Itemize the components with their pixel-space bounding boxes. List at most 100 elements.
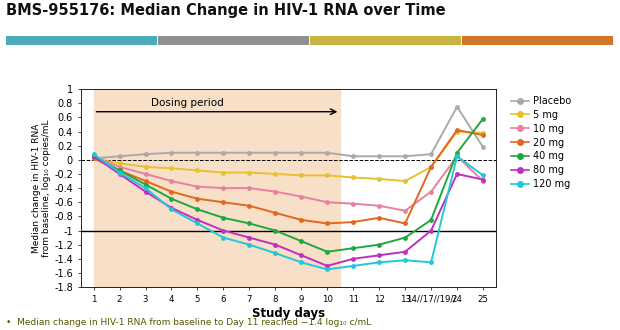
10 mg (116, 165, 123, 169)
Placebo (479, 145, 487, 149)
5 mg (219, 171, 227, 175)
5 mg (376, 177, 383, 181)
120 mg (116, 171, 123, 175)
120 mg (142, 186, 149, 190)
80 mg (142, 190, 149, 194)
120 mg (246, 243, 253, 247)
20 mg (116, 168, 123, 172)
Placebo (116, 154, 123, 158)
20 mg (193, 197, 201, 201)
80 mg (401, 250, 409, 254)
Placebo (90, 156, 97, 160)
10 mg (298, 195, 305, 199)
40 mg (453, 151, 461, 155)
20 mg (90, 156, 97, 160)
40 mg (90, 154, 97, 158)
80 mg (168, 206, 175, 210)
5 mg (116, 161, 123, 165)
20 mg (401, 221, 409, 225)
10 mg (142, 172, 149, 176)
5 mg (401, 179, 409, 183)
5 mg (193, 168, 201, 172)
5 mg (168, 166, 175, 170)
Bar (94, 89, 340, 287)
120 mg (427, 260, 435, 264)
80 mg (298, 253, 305, 257)
Placebo (298, 151, 305, 155)
20 mg (350, 220, 357, 224)
10 mg (324, 200, 331, 204)
80 mg (246, 236, 253, 240)
40 mg (298, 239, 305, 243)
Placebo (193, 151, 201, 155)
10 mg (376, 204, 383, 208)
120 mg (168, 207, 175, 211)
40 mg (193, 207, 201, 211)
X-axis label: Study days: Study days (252, 307, 325, 319)
Line: 80 mg: 80 mg (91, 154, 485, 268)
40 mg (324, 250, 331, 254)
10 mg (453, 154, 461, 158)
Line: 20 mg: 20 mg (91, 128, 485, 226)
Line: Placebo: Placebo (91, 104, 485, 161)
Y-axis label: Median change in HIV-1 RNA
from baseline, log₁₀ copies/mL: Median change in HIV-1 RNA from baseline… (32, 119, 51, 257)
Text: BMS-955176: Median Change in HIV-1 RNA over Time: BMS-955176: Median Change in HIV-1 RNA o… (6, 3, 446, 18)
20 mg (298, 218, 305, 222)
120 mg (376, 260, 383, 264)
Placebo (401, 154, 409, 158)
10 mg (193, 185, 201, 189)
Placebo (272, 151, 279, 155)
40 mg (168, 197, 175, 201)
5 mg (142, 165, 149, 169)
Legend: Placebo, 5 mg, 10 mg, 20 mg, 40 mg, 80 mg, 120 mg: Placebo, 5 mg, 10 mg, 20 mg, 40 mg, 80 m… (509, 94, 573, 191)
20 mg (324, 221, 331, 225)
5 mg (479, 131, 487, 135)
Placebo (246, 151, 253, 155)
80 mg (193, 218, 201, 222)
10 mg (272, 190, 279, 194)
40 mg (376, 243, 383, 247)
Text: Dosing period: Dosing period (151, 98, 223, 108)
120 mg (401, 258, 409, 262)
5 mg (453, 130, 461, 134)
40 mg (427, 218, 435, 222)
40 mg (272, 229, 279, 233)
Line: 5 mg: 5 mg (91, 129, 485, 183)
20 mg (427, 165, 435, 169)
5 mg (427, 165, 435, 169)
120 mg (453, 154, 461, 158)
10 mg (219, 186, 227, 190)
Line: 40 mg: 40 mg (91, 116, 485, 254)
120 mg (90, 152, 97, 156)
20 mg (272, 211, 279, 215)
80 mg (90, 154, 97, 158)
Line: 120 mg: 120 mg (91, 152, 485, 272)
5 mg (272, 172, 279, 176)
80 mg (427, 229, 435, 233)
20 mg (453, 128, 461, 132)
10 mg (90, 154, 97, 158)
10 mg (350, 202, 357, 206)
20 mg (246, 204, 253, 208)
40 mg (142, 182, 149, 186)
40 mg (350, 246, 357, 250)
Placebo (168, 151, 175, 155)
Line: 10 mg: 10 mg (91, 154, 485, 213)
10 mg (401, 209, 409, 213)
Text: •  Median change in HIV-1 RNA from baseline to Day 11 reached −1.4 log₁₀ c/mL: • Median change in HIV-1 RNA from baseli… (6, 318, 371, 327)
80 mg (324, 264, 331, 268)
20 mg (219, 200, 227, 204)
80 mg (350, 257, 357, 261)
120 mg (324, 267, 331, 271)
120 mg (350, 264, 357, 268)
Placebo (219, 151, 227, 155)
120 mg (272, 251, 279, 255)
10 mg (479, 179, 487, 183)
80 mg (479, 178, 487, 182)
80 mg (272, 243, 279, 247)
10 mg (168, 179, 175, 183)
20 mg (142, 179, 149, 183)
120 mg (193, 221, 201, 225)
Placebo (427, 152, 435, 156)
120 mg (219, 236, 227, 240)
